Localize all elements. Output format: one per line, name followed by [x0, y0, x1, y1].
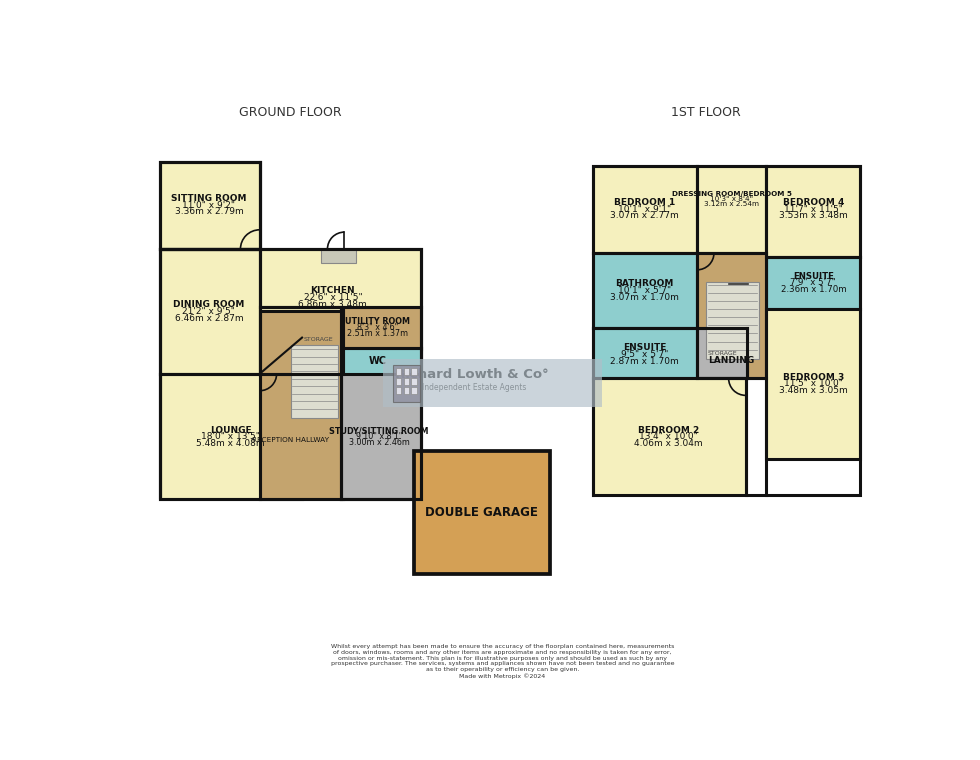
- Text: KITCHEN: KITCHEN: [311, 287, 355, 296]
- Bar: [707, 282, 759, 359]
- Text: 1ST FLOOR: 1ST FLOOR: [671, 106, 741, 119]
- Text: Whilst every attempt has been made to ensure the accuracy of the floorplan conta: Whilst every attempt has been made to en…: [330, 644, 674, 679]
- Bar: [290, 345, 338, 419]
- Text: 11'7" x 11'5": 11'7" x 11'5": [784, 204, 843, 214]
- Bar: [697, 253, 766, 378]
- Bar: [404, 387, 409, 394]
- Text: 13'4" x 10'0": 13'4" x 10'0": [639, 432, 698, 442]
- Text: 3.36m x 2.79m: 3.36m x 2.79m: [174, 207, 243, 217]
- Bar: [593, 166, 697, 253]
- Text: 3.48m x 3.05m: 3.48m x 3.05m: [779, 386, 848, 395]
- Text: UTILITY ROOM: UTILITY ROOM: [345, 317, 410, 326]
- Text: ENSUITE: ENSUITE: [793, 272, 834, 281]
- Text: Richard Lowth & Co°: Richard Lowth & Co°: [395, 368, 548, 381]
- Text: 7'9" x 5'7": 7'9" x 5'7": [791, 278, 836, 287]
- Bar: [593, 253, 697, 328]
- Text: DRESSING ROOM/BEDROOM 5: DRESSING ROOM/BEDROOM 5: [671, 191, 792, 197]
- Text: 3.00m x 2.46m: 3.00m x 2.46m: [349, 439, 410, 448]
- Bar: [412, 369, 416, 375]
- Bar: [260, 249, 421, 375]
- Bar: [160, 374, 302, 499]
- Text: WC: WC: [368, 356, 386, 366]
- Text: 3.53m x 3.48m: 3.53m x 3.48m: [779, 211, 848, 220]
- Text: STORAGE: STORAGE: [708, 351, 737, 356]
- Text: BATHROOM: BATHROOM: [615, 280, 674, 288]
- Text: DOUBLE GARAGE: DOUBLE GARAGE: [425, 506, 538, 519]
- Bar: [593, 378, 746, 496]
- Bar: [766, 309, 860, 459]
- Bar: [393, 366, 419, 402]
- Bar: [260, 311, 343, 499]
- Bar: [341, 307, 421, 349]
- Bar: [396, 387, 402, 394]
- Text: 21'2" x 9'5": 21'2" x 9'5": [182, 307, 235, 316]
- Bar: [160, 162, 260, 249]
- Text: 10'3" x 8'4": 10'3" x 8'4": [710, 196, 754, 202]
- Text: 11'0" x 9'2": 11'0" x 9'2": [182, 201, 235, 210]
- Bar: [412, 387, 416, 394]
- Text: 10'1" x 9'1": 10'1" x 9'1": [618, 204, 671, 214]
- Text: STUDY/SITTING ROOM: STUDY/SITTING ROOM: [329, 426, 429, 435]
- Bar: [404, 378, 409, 385]
- Text: BEDROOM 1: BEDROOM 1: [614, 198, 675, 207]
- Text: BEDROOM 2: BEDROOM 2: [638, 426, 699, 435]
- Text: 9'10" x 8'1": 9'10" x 8'1": [356, 432, 402, 442]
- Text: 18'0" x 13'5": 18'0" x 13'5": [201, 432, 260, 442]
- Text: 2.36m x 1.70m: 2.36m x 1.70m: [780, 285, 846, 294]
- Text: GROUND FLOOR: GROUND FLOOR: [239, 106, 342, 119]
- Text: 2.87m x 1.70m: 2.87m x 1.70m: [611, 356, 679, 366]
- Text: 5.48m x 4.08m: 5.48m x 4.08m: [196, 439, 265, 448]
- Bar: [341, 374, 421, 499]
- Bar: [593, 328, 697, 381]
- Bar: [341, 347, 421, 375]
- Bar: [160, 249, 260, 374]
- Text: 3.07m x 2.77m: 3.07m x 2.77m: [611, 211, 679, 220]
- Bar: [414, 451, 550, 574]
- Bar: [412, 378, 416, 385]
- Text: RECEPTION HALLWAY: RECEPTION HALLWAY: [252, 437, 329, 443]
- Bar: [697, 328, 747, 378]
- Text: STORAGE: STORAGE: [304, 337, 333, 342]
- Text: 10'1" x 5'7": 10'1" x 5'7": [618, 286, 671, 295]
- Text: BEDROOM 3: BEDROOM 3: [783, 372, 844, 382]
- Text: 6.46m x 2.87m: 6.46m x 2.87m: [174, 314, 243, 323]
- Text: 8'3" x 4'6": 8'3" x 4'6": [357, 323, 398, 332]
- Text: Independent Estate Agents: Independent Estate Agents: [421, 383, 526, 392]
- Bar: [383, 359, 603, 407]
- Text: 3.07m x 1.70m: 3.07m x 1.70m: [611, 293, 679, 302]
- Bar: [766, 257, 860, 309]
- Bar: [697, 166, 766, 253]
- Text: 9'5" x 5'7": 9'5" x 5'7": [621, 350, 668, 359]
- Text: 3.12m x 2.54m: 3.12m x 2.54m: [705, 201, 760, 207]
- Text: LOUNGE: LOUNGE: [210, 426, 251, 435]
- Text: LANDING: LANDING: [709, 356, 755, 366]
- Text: 2.51m x 1.37m: 2.51m x 1.37m: [347, 329, 408, 338]
- Text: DINING ROOM: DINING ROOM: [173, 300, 245, 309]
- Text: 11'5" x 10'0": 11'5" x 10'0": [784, 379, 843, 388]
- Text: 4.06m x 3.04m: 4.06m x 3.04m: [634, 439, 703, 448]
- Text: 22'6" x 11'5": 22'6" x 11'5": [304, 293, 363, 302]
- Text: BEDROOM 4: BEDROOM 4: [783, 198, 844, 207]
- Text: ENSUITE: ENSUITE: [623, 344, 666, 353]
- Text: SITTING ROOM: SITTING ROOM: [172, 194, 247, 203]
- Bar: [396, 369, 402, 375]
- Bar: [766, 166, 860, 257]
- Bar: [396, 378, 402, 385]
- Text: 6.86m x 3.48m: 6.86m x 3.48m: [299, 299, 368, 309]
- Bar: [404, 369, 409, 375]
- Bar: [321, 249, 356, 263]
